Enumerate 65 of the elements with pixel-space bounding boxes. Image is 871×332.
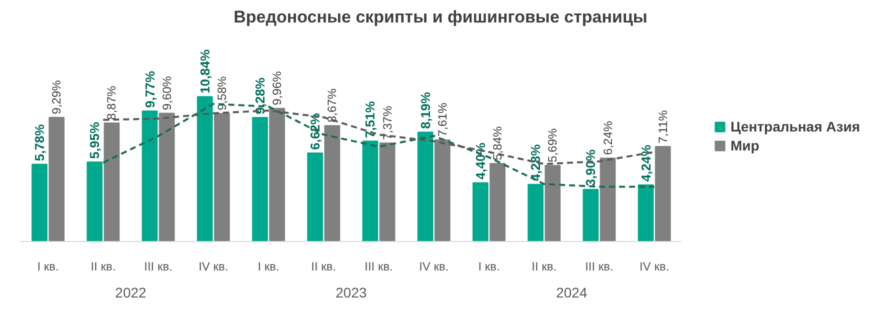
bar (32, 164, 48, 242)
data-label: 6,24% (600, 120, 615, 155)
bar (638, 184, 654, 242)
bar (544, 164, 561, 242)
data-label: 7,37% (380, 106, 394, 140)
bar (472, 182, 488, 242)
legend-label: Мир (730, 138, 760, 154)
bar (214, 113, 230, 242)
data-label: 5,84% (490, 126, 505, 160)
data-label: 4,28% (528, 144, 544, 182)
x-tick-label: II кв. (532, 260, 557, 274)
data-label: 7,11% (656, 110, 670, 144)
data-label: 9,60% (160, 76, 174, 110)
bar (490, 162, 506, 242)
bar (434, 139, 450, 242)
bar (252, 117, 268, 242)
data-label: 9,96% (270, 70, 284, 106)
data-label: 4,24% (638, 144, 654, 182)
bar (196, 96, 213, 242)
x-tick-label: III кв. (364, 260, 393, 274)
bar (269, 108, 286, 242)
data-label: 5,69% (546, 128, 560, 162)
bar (362, 140, 378, 242)
x-tick-label: II кв. (311, 260, 336, 274)
data-label: 5,95% (87, 122, 102, 159)
data-label: 9,77% (142, 70, 158, 108)
x-tick-label: I кв. (37, 260, 59, 274)
bar (142, 110, 158, 242)
x-tick-label: II кв. (90, 260, 116, 274)
x-tick-label: I кв. (478, 260, 500, 274)
data-label: 5,78% (32, 124, 48, 162)
bar (104, 122, 120, 242)
x-tick-label: III кв. (585, 260, 614, 274)
bar (307, 152, 324, 242)
data-label: 9,28% (252, 77, 268, 114)
chart-title: Вредоносные скрипты и фишинговые страницы (234, 8, 648, 26)
bar (417, 132, 434, 242)
x-tick-label: III кв. (144, 260, 172, 274)
bar (158, 112, 175, 242)
text: 2024 (556, 284, 588, 300)
text: 2022 (115, 284, 147, 300)
data-label: 8,87% (104, 85, 119, 120)
x-tick-label: IV кв. (419, 260, 449, 274)
bar (48, 116, 65, 242)
bar (86, 162, 103, 242)
bar (379, 142, 396, 242)
data-label: 9,58% (214, 76, 229, 110)
bar (654, 146, 671, 242)
x-tick-label: I кв. (258, 260, 280, 274)
bar (582, 188, 599, 242)
data-label: 7,61% (435, 102, 450, 137)
data-label: 7,51% (362, 100, 378, 138)
bar (600, 158, 616, 242)
legend-label: Центральная Азия (730, 118, 860, 134)
data-label: 10,84% (197, 48, 212, 94)
data-label: 8,19% (418, 92, 433, 129)
x-tick-label: IV кв. (198, 260, 228, 274)
x-tick-label: IV кв. (640, 260, 670, 274)
bar (528, 184, 544, 242)
data-label: 3,90% (583, 148, 598, 186)
data-label: 6,62% (308, 112, 323, 150)
text: 2023 (336, 284, 367, 300)
bar (324, 125, 340, 242)
data-label: 8,67% (325, 88, 340, 123)
data-label: 9,29% (50, 80, 64, 114)
